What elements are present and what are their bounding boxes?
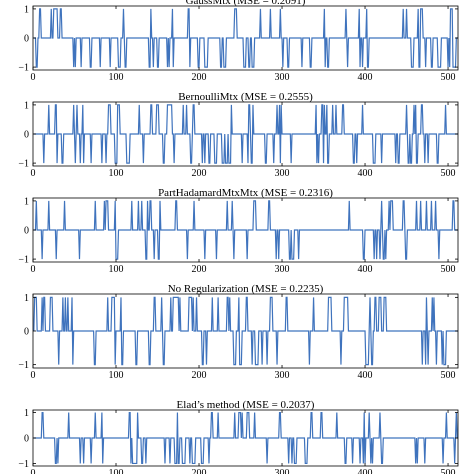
y-tick-label: 0: [24, 226, 29, 237]
x-tick-label: 500: [441, 468, 456, 474]
x-tick-label: 500: [441, 264, 456, 275]
x-tick-label: 300: [275, 72, 290, 83]
y-tick-label: 1: [24, 408, 29, 419]
x-tick-label: 0: [31, 468, 36, 474]
x-tick-label: 200: [192, 370, 207, 381]
series-line: [33, 8, 458, 68]
y-tick-label: −1: [18, 255, 29, 266]
y-tick-label: −1: [18, 159, 29, 170]
x-tick-label: 300: [275, 370, 290, 381]
x-tick-label: 0: [31, 264, 36, 275]
x-tick-label: 100: [109, 72, 124, 83]
x-tick-label: 100: [109, 264, 124, 275]
chart-title: BernoulliMtx (MSE = 0.2555): [178, 91, 313, 103]
chart-title: GaussMtx (MSE = 0.2091): [186, 0, 306, 7]
x-tick-label: 100: [109, 168, 124, 179]
x-tick-label: 0: [31, 168, 36, 179]
y-tick-label: 1: [24, 100, 29, 111]
y-tick-label: 1: [24, 293, 29, 304]
y-tick-label: 1: [24, 196, 29, 207]
x-tick-label: 400: [358, 468, 373, 474]
series-line: [33, 200, 458, 260]
x-tick-label: 100: [109, 370, 124, 381]
x-tick-label: 500: [441, 370, 456, 381]
x-tick-label: 400: [358, 168, 373, 179]
x-tick-label: 300: [275, 468, 290, 474]
series-line: [33, 104, 458, 164]
series-line: [33, 296, 458, 366]
chart-title: No Regularization (MSE = 0.2235): [168, 283, 324, 295]
x-tick-label: 200: [192, 468, 207, 474]
chart-title: PartHadamardMtxMtx (MSE = 0.2316): [158, 187, 333, 199]
chart-title: Elad’s method (MSE = 0.2037): [177, 399, 315, 411]
x-tick-label: 200: [192, 264, 207, 275]
x-tick-label: 200: [192, 72, 207, 83]
chart-panel-4: No Regularization (MSE = 0.2235) 0 100 200 3…: [18, 283, 459, 381]
y-tick-label: 0: [24, 34, 29, 45]
y-tick-label: −1: [18, 459, 29, 470]
x-tick-label: 0: [31, 72, 36, 83]
x-tick-label: 300: [275, 168, 290, 179]
x-tick-label: 0: [31, 370, 36, 381]
x-tick-label: 300: [275, 264, 290, 275]
x-tick-label: 100: [109, 468, 124, 474]
x-tick-label: 500: [441, 168, 456, 179]
x-tick-label: 400: [358, 370, 373, 381]
x-tick-label: 200: [192, 168, 207, 179]
chart-panel-5: Elad’s method (MSE = 0.2037) 0 100 200 300 40…: [18, 399, 459, 474]
y-tick-label: −1: [18, 360, 29, 371]
chart-panel-3: PartHadamardMtxMtx (MSE = 0.2316) 0 100 200…: [18, 187, 459, 275]
series-line: [33, 411, 458, 465]
y-tick-label: −1: [18, 63, 29, 74]
x-tick-label: 400: [358, 72, 373, 83]
y-tick-label: 1: [24, 4, 29, 15]
y-tick-label: 0: [24, 434, 29, 445]
y-tick-label: 0: [24, 130, 29, 141]
x-tick-label: 400: [358, 264, 373, 275]
chart-panel-2: BernoulliMtx (MSE = 0.2555) 0 100 200 300 400…: [18, 91, 459, 179]
y-tick-label: 0: [24, 327, 29, 338]
chart-panel-1: GaussMtx (MSE = 0.2091) 0 100 200 300 400 500 1…: [18, 0, 459, 83]
x-tick-label: 500: [441, 72, 456, 83]
